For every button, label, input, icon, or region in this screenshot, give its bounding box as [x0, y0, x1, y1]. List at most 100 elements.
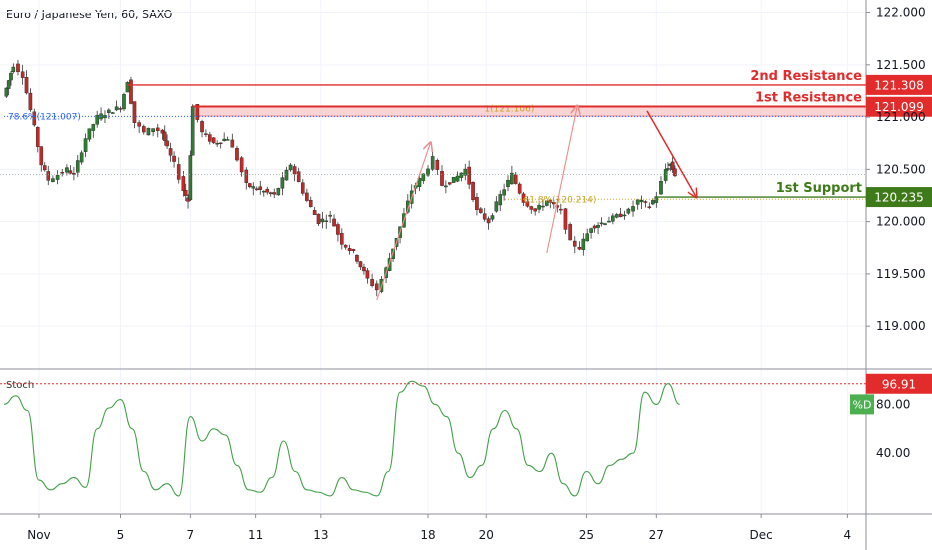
time-tick-label: 7 [187, 528, 195, 542]
candle-body [406, 200, 410, 213]
candle-body [258, 186, 263, 190]
candle-body [362, 266, 366, 272]
candle-body [541, 205, 545, 208]
candle-body [666, 168, 670, 170]
time-tick-label: 13 [313, 528, 328, 542]
candle-body [494, 201, 499, 212]
candle-body [387, 258, 392, 271]
candle-body [635, 199, 640, 205]
candle-body [68, 170, 73, 174]
candle-body [490, 215, 495, 220]
candle-body [146, 127, 151, 136]
candle-body [332, 218, 336, 227]
candle-body [498, 194, 503, 206]
candle-body [218, 142, 223, 145]
candle-body [190, 106, 195, 156]
candle-body [552, 202, 556, 205]
price-tick-label: 120.000 [876, 215, 926, 229]
candle-body [129, 79, 133, 104]
candle-body [475, 197, 479, 211]
time-tick-label: 11 [248, 528, 263, 542]
level-price-value: 121.308 [874, 78, 924, 92]
candle-body [308, 200, 313, 208]
candle-body [421, 173, 426, 181]
level-name: 2nd Resistance [750, 69, 862, 84]
candle-body [265, 188, 270, 193]
candle-body [568, 224, 572, 241]
candle-body [340, 233, 344, 245]
candle-body [482, 213, 487, 220]
level-lines: 78.6%(121.007) 61.8%(120.214) 2nd Resistan… [0, 69, 866, 205]
swing-arrow-1 [376, 143, 431, 301]
projection-arrow-down [646, 110, 696, 197]
candle-body [626, 208, 631, 214]
candle-body [51, 178, 55, 182]
level-price-tag [866, 187, 932, 208]
candle-body [247, 183, 252, 188]
level-price-value: 120.235 [874, 191, 924, 205]
candle-body [525, 201, 530, 207]
stoch-label: Stoch [6, 380, 34, 391]
candle-body [28, 92, 33, 111]
candle-body [11, 66, 16, 73]
candle-body [155, 127, 160, 132]
candle-body [276, 188, 281, 196]
candle-body [607, 220, 611, 223]
candle-body [125, 82, 130, 93]
candle-body [99, 113, 103, 120]
candle-body [230, 139, 235, 148]
candle-body [312, 210, 317, 215]
stoch-current-value: 96.91 [882, 377, 916, 391]
candle-body [545, 200, 549, 206]
price-axis[interactable]: 121.308 121.099 120.235 80.00 40.00 96.91 122.… [866, 6, 932, 461]
candle-body [6, 80, 11, 89]
candle-body [659, 180, 663, 195]
fib-label: 78.6%(121.007) [8, 112, 81, 122]
candle-body [235, 148, 239, 161]
candle-body [365, 270, 370, 279]
level-price-tag [866, 74, 932, 95]
candle-body [222, 138, 226, 142]
candle-body [647, 206, 652, 208]
time-axis[interactable]: Nov 5 7 11 13 18 20 25 27 Dec 4 [27, 514, 851, 542]
candle-body [577, 247, 582, 250]
candle-body [305, 192, 309, 201]
candle-body [168, 148, 173, 156]
chart-title: Euro / Japanese Yen, 60, SAXO [6, 8, 173, 21]
candle-body [618, 213, 623, 218]
candle-body [513, 174, 518, 184]
candle-body [42, 165, 47, 171]
candle-body [20, 71, 25, 78]
candle-body [563, 208, 568, 230]
candle-body [183, 190, 188, 196]
swing-arrow-2 [546, 107, 577, 254]
candle-body [207, 134, 212, 142]
candle-body [599, 222, 604, 225]
level-price-value: 121.099 [874, 100, 924, 114]
stochastic-panel: Stoch %D [0, 380, 874, 497]
candle-body [300, 182, 305, 194]
candle-body [60, 172, 65, 174]
candle-body [572, 240, 577, 247]
candle-body [479, 208, 483, 213]
candle-body [622, 214, 627, 217]
stoch-d-line [3, 380, 680, 497]
candle-body [358, 261, 363, 268]
candle-body [347, 248, 352, 251]
candle-body [670, 161, 675, 171]
candle-body [447, 182, 452, 185]
candle-body [320, 218, 325, 223]
candle-body [589, 228, 593, 233]
candle-body [151, 128, 155, 132]
candle-body [502, 189, 506, 196]
candle-body [200, 121, 204, 133]
resistance-zone-label: 1(121.106) [484, 105, 534, 115]
candle-body [673, 168, 677, 177]
candle-body [176, 164, 181, 180]
price-series [4, 59, 677, 297]
candle-body [24, 77, 29, 94]
candle-body [611, 215, 615, 222]
stoch-tick-label: 40.00 [876, 446, 910, 460]
price-tick-label: 119.000 [876, 319, 926, 333]
